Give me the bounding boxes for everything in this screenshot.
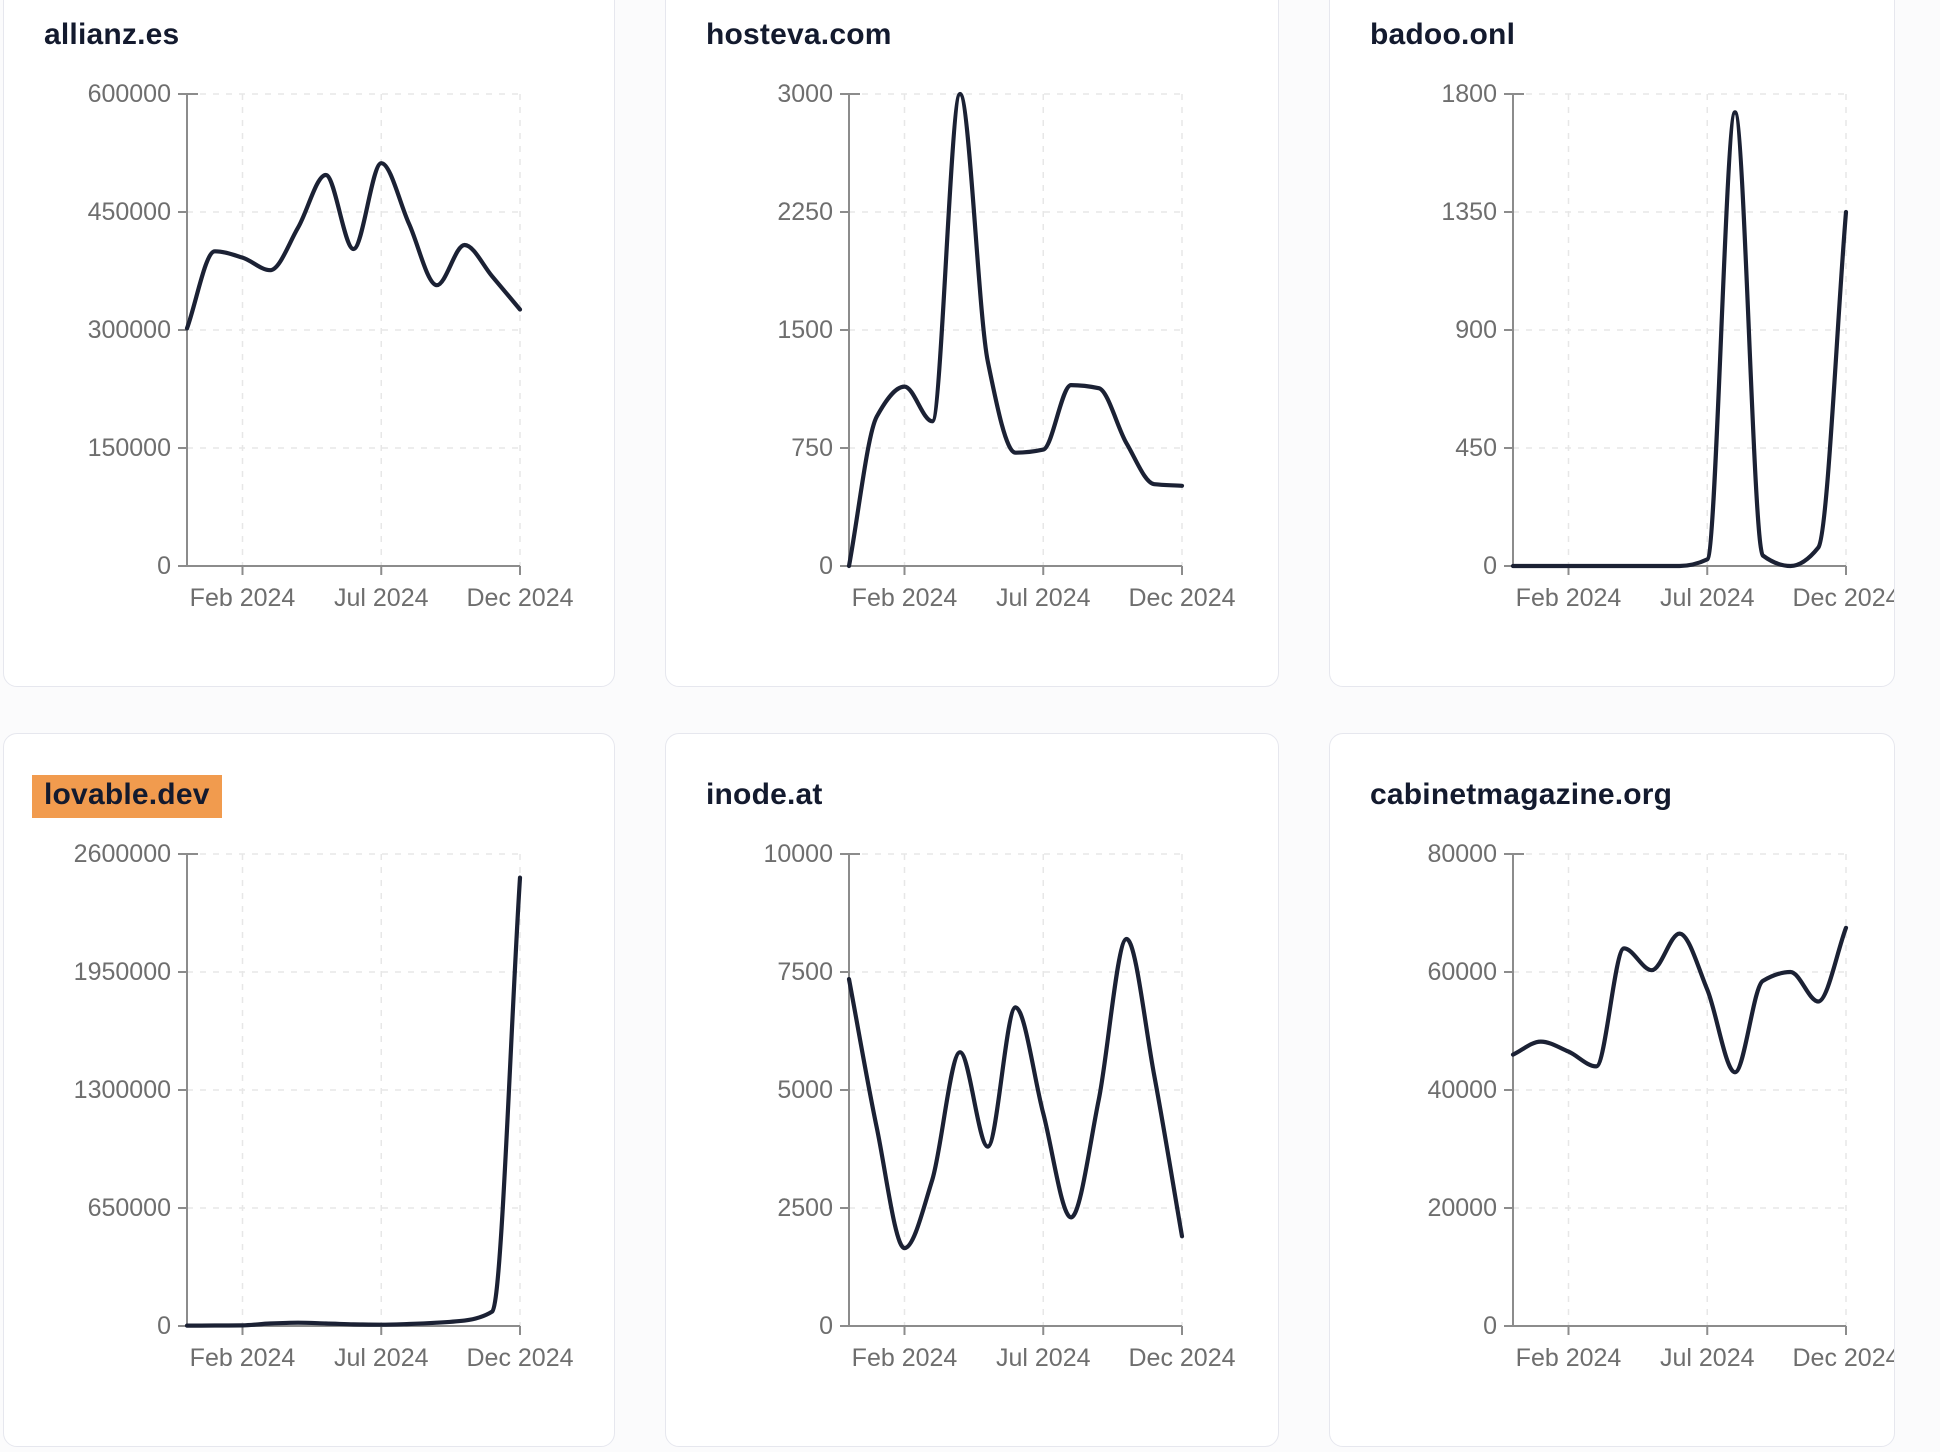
svg-text:1300000: 1300000 xyxy=(74,1076,171,1104)
svg-text:450: 450 xyxy=(1455,434,1497,462)
chart-card: allianz.es 0 150000 300000 450000 600000 Feb … xyxy=(3,0,615,687)
svg-text:Dec 2024: Dec 2024 xyxy=(1128,584,1235,612)
svg-text:Dec 2024: Dec 2024 xyxy=(1792,1344,1895,1372)
line-chart: 0 2500 5000 7500 10000 Feb 2024 Jul 2024 Dec 20… xyxy=(763,840,1235,1372)
svg-text:0: 0 xyxy=(1483,552,1497,580)
svg-text:2500: 2500 xyxy=(777,1194,833,1222)
svg-text:Dec 2024: Dec 2024 xyxy=(466,1344,573,1372)
svg-text:2250: 2250 xyxy=(777,198,833,226)
svg-text:3000: 3000 xyxy=(777,80,833,108)
svg-text:Jul 2024: Jul 2024 xyxy=(334,1344,429,1372)
domain-title: allianz.es xyxy=(44,18,180,51)
svg-text:Jul 2024: Jul 2024 xyxy=(996,584,1091,612)
domain-title: hosteva.com xyxy=(706,18,892,51)
svg-text:750: 750 xyxy=(791,434,833,462)
svg-text:7500: 7500 xyxy=(777,958,833,986)
domain-title-highlighted: lovable.dev xyxy=(32,775,222,818)
svg-text:Feb 2024: Feb 2024 xyxy=(852,584,958,612)
svg-text:Dec 2024: Dec 2024 xyxy=(1792,584,1895,612)
chart-card: cabinetmagazine.org 0 20000 40000 60000 8000… xyxy=(1329,733,1895,1447)
svg-text:1500: 1500 xyxy=(777,316,833,344)
svg-text:Feb 2024: Feb 2024 xyxy=(190,1344,296,1372)
svg-text:600000: 600000 xyxy=(88,80,171,108)
svg-text:Jul 2024: Jul 2024 xyxy=(1660,1344,1755,1372)
chart-title: inode.at xyxy=(706,778,823,812)
svg-text:0: 0 xyxy=(819,1312,833,1340)
svg-text:60000: 60000 xyxy=(1427,958,1497,986)
chart-title: allianz.es xyxy=(44,18,179,52)
domain-title: cabinetmagazine.org xyxy=(1370,778,1673,811)
svg-text:Feb 2024: Feb 2024 xyxy=(1516,584,1622,612)
svg-text:20000: 20000 xyxy=(1427,1194,1497,1222)
line-chart: 0 650000 1300000 1950000 2600000 Feb 2024 Jul … xyxy=(74,840,574,1372)
domain-title: badoo.onl xyxy=(1370,18,1516,51)
chart-card: badoo.onl 0 450 900 1350 1800 Feb 2024 Jul 202… xyxy=(1329,0,1895,687)
svg-text:2600000: 2600000 xyxy=(74,840,171,868)
svg-text:0: 0 xyxy=(157,1312,171,1340)
svg-text:0: 0 xyxy=(819,552,833,580)
svg-text:Jul 2024: Jul 2024 xyxy=(334,584,429,612)
svg-text:450000: 450000 xyxy=(88,198,171,226)
chart-title: badoo.onl xyxy=(1370,18,1515,52)
chart-card: hosteva.com 0 750 1500 2250 3000 Feb 2024 Jul … xyxy=(665,0,1279,687)
svg-text:80000: 80000 xyxy=(1427,840,1497,868)
svg-text:650000: 650000 xyxy=(88,1194,171,1222)
chart-card: lovable.dev 0 650000 1300000 1950000 2600000… xyxy=(3,733,615,1447)
svg-text:Jul 2024: Jul 2024 xyxy=(1660,584,1755,612)
chart-card: inode.at 0 2500 5000 7500 10000 Feb 2024 Jul 2… xyxy=(665,733,1279,1447)
svg-text:Jul 2024: Jul 2024 xyxy=(996,1344,1091,1372)
chart-title: cabinetmagazine.org xyxy=(1370,778,1672,812)
svg-text:Dec 2024: Dec 2024 xyxy=(466,584,573,612)
domain-title: inode.at xyxy=(706,778,823,811)
svg-text:Feb 2024: Feb 2024 xyxy=(852,1344,958,1372)
line-chart: 0 450 900 1350 1800 Feb 2024 Jul 2024 Dec 2024 xyxy=(1441,80,1895,612)
svg-text:1350: 1350 xyxy=(1441,198,1497,226)
line-chart: 0 150000 300000 450000 600000 Feb 2024 Jul 202… xyxy=(88,80,574,612)
svg-text:1950000: 1950000 xyxy=(74,958,171,986)
chart-title: lovable.dev xyxy=(32,775,222,818)
line-chart: 0 20000 40000 60000 80000 Feb 2024 Jul 2024 Dec… xyxy=(1427,840,1895,1372)
svg-text:Dec 2024: Dec 2024 xyxy=(1128,1344,1235,1372)
svg-text:1800: 1800 xyxy=(1441,80,1497,108)
svg-text:10000: 10000 xyxy=(763,840,833,868)
svg-text:150000: 150000 xyxy=(88,434,171,462)
svg-text:900: 900 xyxy=(1455,316,1497,344)
chart-title: hosteva.com xyxy=(706,18,892,52)
svg-text:300000: 300000 xyxy=(88,316,171,344)
svg-text:0: 0 xyxy=(157,552,171,580)
svg-text:0: 0 xyxy=(1483,1312,1497,1340)
svg-text:5000: 5000 xyxy=(777,1076,833,1104)
line-chart: 0 750 1500 2250 3000 Feb 2024 Jul 2024 Dec 2024 xyxy=(777,80,1235,612)
svg-text:Feb 2024: Feb 2024 xyxy=(190,584,296,612)
svg-text:Feb 2024: Feb 2024 xyxy=(1516,1344,1622,1372)
svg-text:40000: 40000 xyxy=(1427,1076,1497,1104)
